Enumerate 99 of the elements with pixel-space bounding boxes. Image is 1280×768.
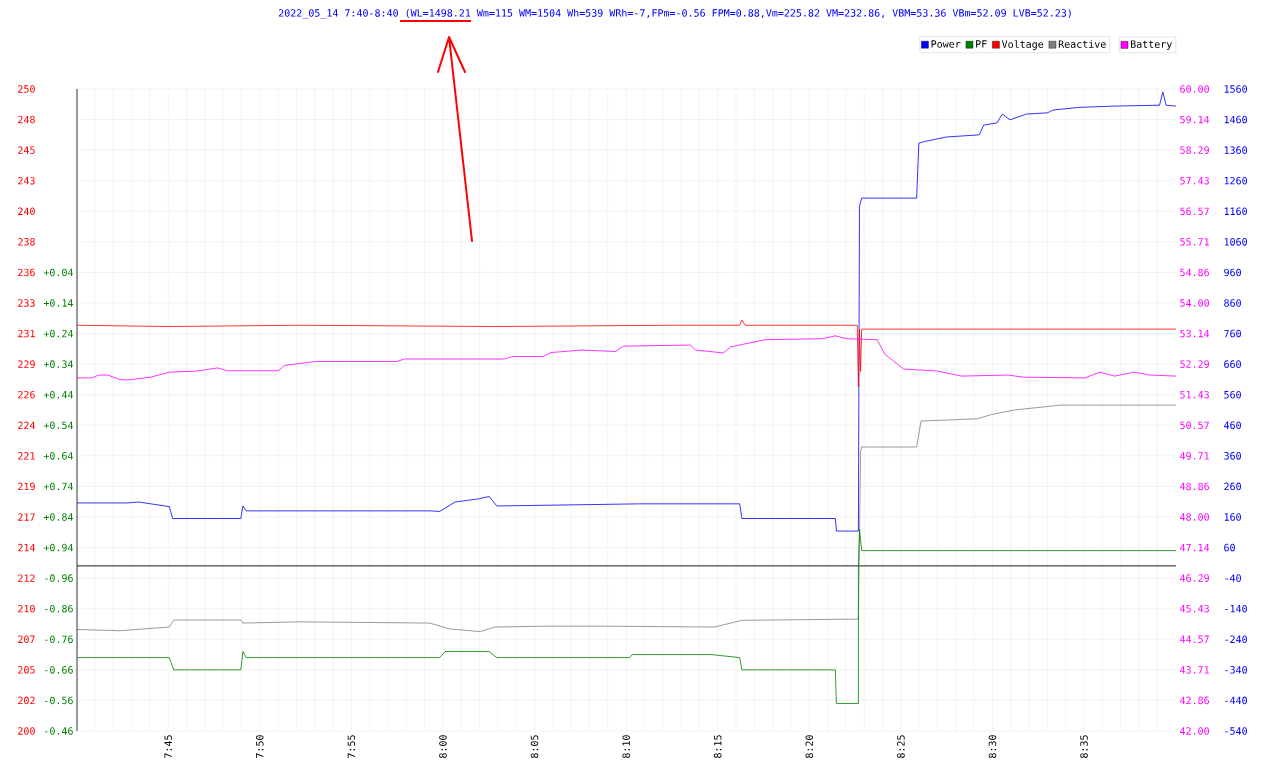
y-tick-label: 1360 xyxy=(1224,146,1247,154)
y-tick-label: 54.86 xyxy=(1180,268,1209,277)
legend-label: Battery xyxy=(1130,40,1172,50)
y-tick-label: 1460 xyxy=(1224,115,1247,124)
x-tick-label: 7:45 xyxy=(164,735,172,758)
y3-tick-label: 210 xyxy=(18,604,35,613)
y-tick-label: 1060 xyxy=(1224,238,1247,246)
x-tick-label: 8:25 xyxy=(897,735,905,758)
y2-tick-label: +0.24 xyxy=(43,329,74,338)
y3-tick-label: 236 xyxy=(18,268,35,277)
x-tick-label: 8:10 xyxy=(622,735,630,758)
y-tick-label: 56.57 xyxy=(1180,207,1209,216)
y-tick-label: 42.00 xyxy=(1180,727,1209,735)
y-tick-label: 44.57 xyxy=(1180,635,1209,643)
y2-tick-label: +0.84 xyxy=(43,513,74,521)
y-tick-label: 55.71 xyxy=(1180,238,1209,246)
y-tick-label: 49.71 xyxy=(1180,452,1209,460)
y-tick-label: 47.14 xyxy=(1180,543,1210,552)
y3-tick-label: 214 xyxy=(18,543,36,552)
y2-tick-label: +0.74 xyxy=(43,482,74,491)
y3-tick-label: 207 xyxy=(18,635,35,644)
y3-tick-label: 245 xyxy=(18,146,35,154)
y3-tick-label: 226 xyxy=(18,390,35,399)
x-tick-label: 8:35 xyxy=(1080,735,1088,758)
y-tick-label: 53.14 xyxy=(1180,329,1210,338)
y-tick-label: 50.57 xyxy=(1180,421,1209,430)
y3-tick-label: 205 xyxy=(18,666,35,674)
y-tick-label: 45.43 xyxy=(1180,604,1209,613)
y-tick-label: 58.29 xyxy=(1180,146,1209,154)
y2-tick-label: +0.94 xyxy=(43,543,74,552)
y3-tick-label: 212 xyxy=(18,574,35,582)
y3-tick-label: 219 xyxy=(18,482,35,491)
y-tick-label: 660 xyxy=(1224,360,1241,368)
y-tick-label: -140 xyxy=(1225,604,1247,613)
y3-tick-label: 243 xyxy=(18,176,35,185)
y-tick-label: 42.86 xyxy=(1180,696,1209,705)
y-tick-label: -440 xyxy=(1225,696,1247,705)
y-tick-label: 1160 xyxy=(1224,207,1247,216)
y-tick-label: 52.29 xyxy=(1180,360,1209,368)
x-tick-label: 7:55 xyxy=(347,735,356,758)
legend-label: Voltage xyxy=(1001,40,1044,50)
x-tick-label: 8:30 xyxy=(988,735,997,758)
y-tick-label: -340 xyxy=(1225,666,1247,674)
y3-tick-label: 224 xyxy=(18,421,36,429)
x-tick-label: 7:50 xyxy=(255,735,264,758)
y2-tick-label: +0.44 xyxy=(43,390,74,399)
y-tick-label: 760 xyxy=(1224,329,1241,338)
y-tick-label: 1260 xyxy=(1224,176,1247,185)
x-tick-label: 8:00 xyxy=(439,735,447,758)
y2-tick-label: +0.34 xyxy=(43,360,74,368)
x-tick-label: 8:20 xyxy=(805,735,814,758)
y-tick-label: -0.66 xyxy=(45,666,73,674)
y-tick-label: 460 xyxy=(1224,421,1241,430)
y-tick-label: 360 xyxy=(1224,452,1241,460)
y3-tick-label: 217 xyxy=(18,513,35,521)
y3-tick-label: 248 xyxy=(18,115,35,124)
y-tick-label: 48.86 xyxy=(1180,482,1209,491)
y2-tick-label: +0.04 xyxy=(43,268,74,277)
y-tick-label: 60 xyxy=(1224,543,1235,552)
chart-title: 2022_05_14 7:40-8:40 (WL=1498.21 Wm=115 WM=1504 Wh=539 WRh=-7,FPm=-0.56 FPM=0.88,Vm=225.82 VM=232.86, VBM=53.36 VBm=52.09 LVB=52.23) xyxy=(278,9,1071,19)
y-tick-label: -0.76 xyxy=(45,635,73,644)
y-tick-label: 260 xyxy=(1224,482,1241,491)
y2-tick-label: +0.54 xyxy=(43,421,74,430)
y-tick-label: 1560 xyxy=(1224,85,1247,93)
y-tick-label: -0.46 xyxy=(45,727,73,735)
y-tick-label: -0.96 xyxy=(45,574,73,582)
legend-label: PF xyxy=(976,40,987,48)
y-tick-label: -40 xyxy=(1225,574,1241,582)
y3-tick-label: 240 xyxy=(18,207,35,216)
x-tick-label: 8:15 xyxy=(713,735,722,758)
y-tick-label: 60.00 xyxy=(1180,85,1209,93)
y-tick-label: 54.00 xyxy=(1180,299,1209,307)
y2-tick-label: +0.14 xyxy=(43,299,74,307)
y3-tick-label: 238 xyxy=(18,238,35,246)
y-tick-label: 57.43 xyxy=(1180,176,1209,185)
x-tick-label: 8:05 xyxy=(530,735,539,758)
legend-label: Power xyxy=(931,40,961,48)
y3-tick-label: 221 xyxy=(18,452,35,460)
y-tick-label: -0.56 xyxy=(45,696,73,705)
y3-tick-label: 202 xyxy=(18,696,35,705)
legend-label: Reactive xyxy=(1058,40,1106,48)
y-tick-label: 43.71 xyxy=(1180,666,1209,674)
y-tick-label: 860 xyxy=(1224,299,1241,307)
y3-tick-label: 229 xyxy=(18,360,35,368)
y-tick-label: 560 xyxy=(1224,390,1241,399)
y-tick-label: 46.29 xyxy=(1180,574,1209,582)
y3-tick-label: 231 xyxy=(18,329,35,338)
y3-tick-label: 200 xyxy=(18,727,35,735)
y-tick-label: 48.00 xyxy=(1180,513,1209,521)
y-tick-label: 160 xyxy=(1224,513,1241,521)
y-tick-label: -540 xyxy=(1225,727,1247,735)
y3-tick-label: 250 xyxy=(18,85,35,93)
y-tick-label: 51.43 xyxy=(1180,390,1209,399)
y-tick-label: 59.14 xyxy=(1180,115,1210,124)
y-tick-label: -0.86 xyxy=(45,604,73,613)
y3-tick-label: 233 xyxy=(18,299,35,307)
y2-tick-label: +0.64 xyxy=(43,452,74,460)
y-tick-label: -240 xyxy=(1225,635,1247,644)
y-tick-label: 960 xyxy=(1224,268,1241,277)
